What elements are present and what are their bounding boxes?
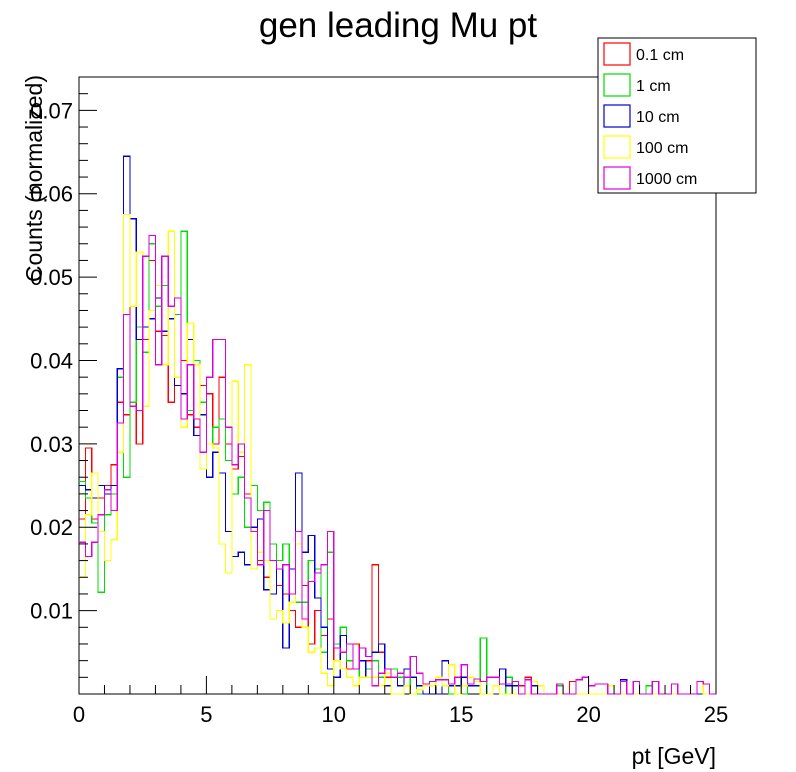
y-axis-title: Counts (normalized) (21, 75, 47, 282)
x-axis: 0 5 10 15 20 25 (73, 676, 728, 727)
y-axis: 0.01 0.02 0.03 0.04 0.05 0.06 0.07 (30, 93, 97, 678)
legend-label-1000-cm: 1000 cm (636, 171, 697, 188)
x-tick-label: 20 (576, 702, 600, 727)
y-tick-label: 0.06 (30, 182, 73, 207)
legend: 0.1 cm 1 cm 10 cm 100 cm 1000 cm (597, 37, 757, 194)
legend-label-0-1-cm: 0.1 cm (636, 47, 684, 64)
legend-label-100-cm: 100 cm (636, 140, 688, 157)
legend-label-1-cm: 1 cm (636, 78, 671, 95)
x-tick-label: 0 (73, 702, 85, 727)
legend-swatch-10-cm (603, 104, 631, 128)
chart-title: gen leading Mu pt (259, 6, 538, 45)
legend-label-10-cm: 10 cm (636, 109, 680, 126)
x-tick-label: 5 (200, 702, 212, 727)
series-layer (79, 155, 716, 695)
legend-swatch-100-cm (603, 135, 631, 159)
legend-swatch-1-cm (603, 73, 631, 97)
x-tick-label: 25 (704, 702, 728, 727)
series-line-1000-cm (79, 234, 716, 695)
x-tick-label: 10 (322, 702, 346, 727)
legend-swatch-0-1-cm (603, 42, 631, 66)
y-tick-label: 0.05 (30, 265, 73, 290)
y-tick-label: 0.04 (30, 348, 73, 373)
y-tick-label: 0.03 (30, 432, 73, 457)
legend-swatch-1000-cm (603, 166, 631, 190)
y-tick-label: 0.01 (30, 599, 73, 624)
x-tick-label: 15 (449, 702, 473, 727)
x-axis-title: pt [GeV] (632, 743, 716, 769)
y-tick-label: 0.02 (30, 515, 73, 540)
y-tick-label: 0.07 (30, 98, 73, 123)
